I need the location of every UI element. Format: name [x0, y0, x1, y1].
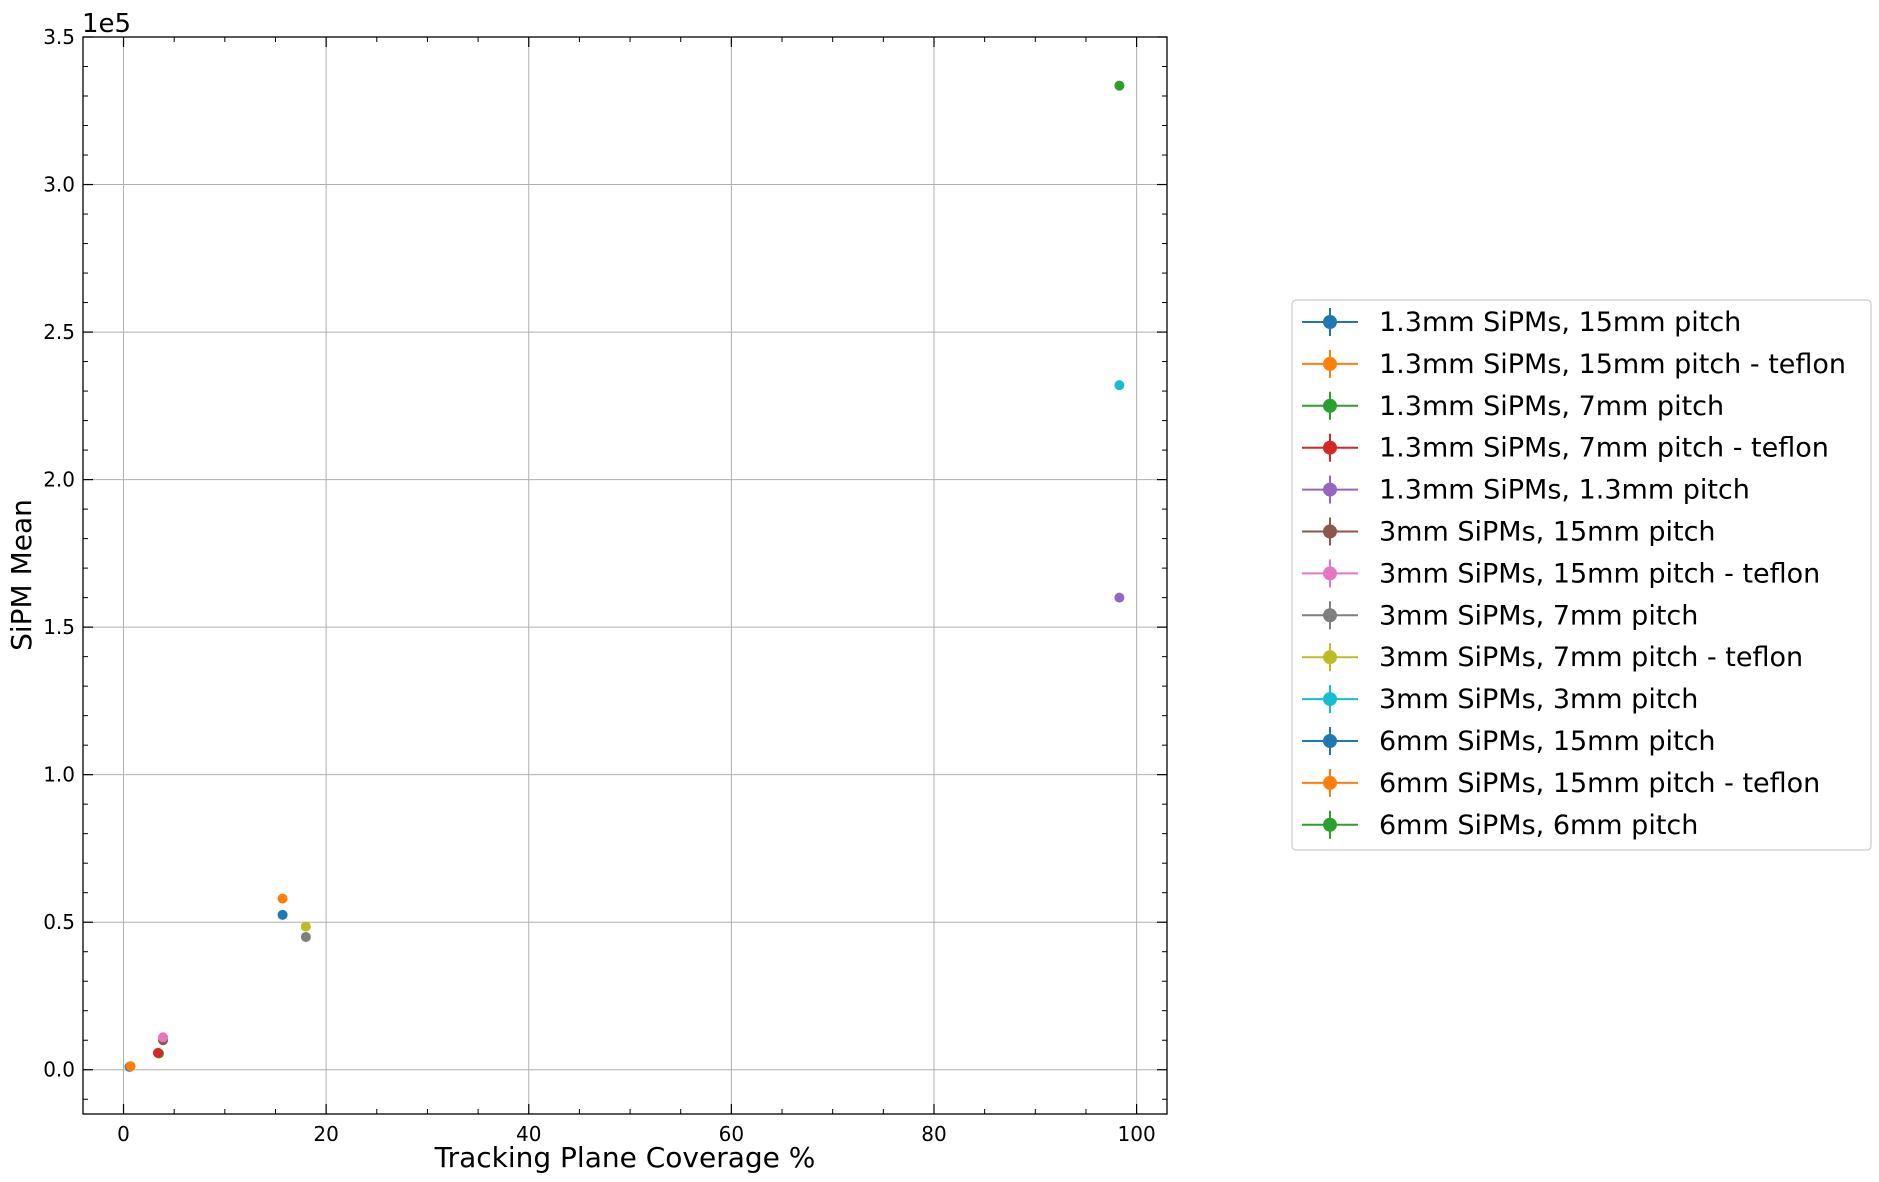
y-axis-label: SiPM Mean — [5, 499, 38, 651]
legend-label: 6mm SiPMs, 15mm pitch — [1379, 726, 1716, 757]
x-tick-label: 0 — [117, 1122, 130, 1146]
legend: 1.3mm SiPMs, 15mm pitch 1.3mm SiPMs, 15mm… — [1291, 299, 1872, 851]
y-tick-label: 0.5 — [43, 910, 75, 934]
legend-label: 3mm SiPMs, 15mm pitch — [1379, 517, 1716, 548]
legend-marker — [1323, 692, 1337, 707]
x-tick-label: 20 — [313, 1122, 338, 1146]
legend-label: 1.3mm SiPMs, 1.3mm pitch — [1379, 475, 1750, 506]
legend-marker — [1323, 356, 1337, 371]
y-tick-label: 1.0 — [43, 763, 75, 787]
legend-marker — [1323, 734, 1337, 748]
data-point — [1114, 380, 1125, 391]
legend-label: 6mm SiPMs, 6mm pitch — [1379, 810, 1698, 841]
legend-label: 1.3mm SiPMs, 15mm pitch — [1379, 307, 1741, 338]
y-tick-label: 2.5 — [43, 320, 75, 344]
legend-marker — [1323, 524, 1337, 539]
legend-marker — [1323, 440, 1337, 455]
legend-marker — [1323, 608, 1337, 623]
legend-entries: 1.3mm SiPMs, 15mm pitch 1.3mm SiPMs, 15mm… — [1302, 307, 1846, 841]
plot-frame — [82, 36, 1168, 1115]
data-point — [277, 909, 288, 920]
legend-label: 3mm SiPMs, 7mm pitch — [1379, 600, 1698, 631]
grid-lines — [83, 36, 1167, 1114]
legend-marker — [1323, 482, 1337, 497]
legend-marker — [1323, 566, 1337, 581]
data-point — [152, 1047, 163, 1058]
data-point — [1114, 80, 1125, 91]
data-points — [124, 80, 1125, 1072]
tick-marks — [83, 36, 1167, 1114]
x-axis-label: Tracking Plane Coverage % — [434, 1141, 816, 1174]
y-tick-label: 1.5 — [43, 615, 75, 639]
legend-marker — [1323, 775, 1337, 790]
y-tick-label: 3.0 — [43, 173, 75, 197]
legend-marker — [1323, 315, 1337, 329]
legend-label: 3mm SiPMs, 7mm pitch - teflon — [1379, 642, 1803, 673]
legend-marker — [1323, 650, 1337, 665]
legend-marker — [1323, 398, 1337, 413]
y-tick-labels: 0.0 0.5 1.0 1.5 2.0 2.5 3.0 3.5 — [43, 25, 75, 1082]
y-tick-label: 2.0 — [43, 468, 75, 492]
data-point — [277, 893, 288, 904]
legend-label: 1.3mm SiPMs, 7mm pitch — [1379, 391, 1724, 422]
x-tick-label: 80 — [921, 1122, 946, 1146]
legend-label: 6mm SiPMs, 15mm pitch - teflon — [1379, 768, 1820, 799]
x-tick-labels: 0 20 40 60 80 100 — [117, 1122, 1156, 1146]
legend-marker — [1323, 817, 1337, 832]
legend-label: 1.3mm SiPMs, 7mm pitch - teflon — [1379, 433, 1829, 464]
x-tick-label: 100 — [1118, 1122, 1156, 1146]
x-tick-label: 60 — [719, 1122, 744, 1146]
data-point — [1114, 592, 1125, 603]
data-point — [300, 921, 311, 932]
data-point — [300, 931, 311, 942]
legend-label: 1.3mm SiPMs, 15mm pitch - teflon — [1379, 349, 1846, 380]
y-offset-label: 1e5 — [82, 9, 131, 39]
x-tick-label: 40 — [516, 1122, 541, 1146]
legend-label: 3mm SiPMs, 15mm pitch - teflon — [1379, 558, 1820, 589]
data-point — [158, 1032, 169, 1043]
legend-box — [1291, 299, 1872, 851]
y-tick-label: 3.5 — [43, 25, 75, 49]
y-tick-label: 0.0 — [43, 1058, 75, 1082]
data-point — [125, 1061, 136, 1072]
legend-label: 3mm SiPMs, 3mm pitch — [1379, 684, 1698, 715]
